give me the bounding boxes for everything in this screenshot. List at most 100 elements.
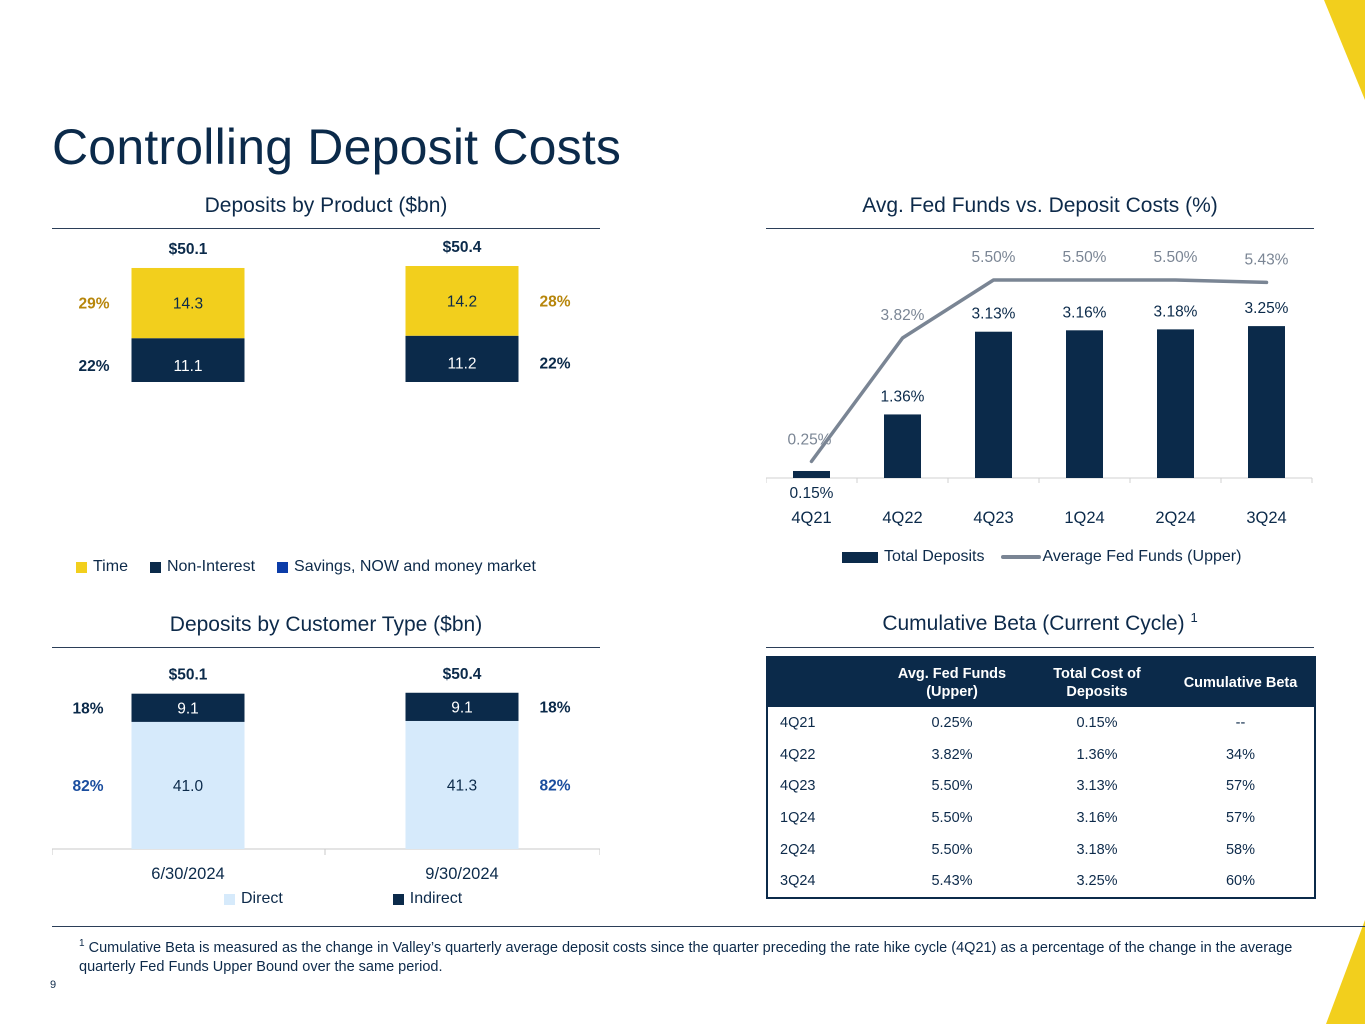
cell-beta: 58% bbox=[1225, 842, 1256, 859]
cell-beta: 34% bbox=[1225, 746, 1256, 763]
beta-title-rule bbox=[766, 647, 1314, 648]
deposit-cost-bar bbox=[1066, 330, 1103, 478]
deposit-cost-label: 3.16% bbox=[1063, 304, 1107, 321]
legend-item-direct: Direct bbox=[224, 890, 283, 908]
deposit-cost-label: 3.13% bbox=[972, 306, 1016, 323]
cell-fed-funds: 5.43% bbox=[931, 873, 973, 890]
x-tick-label: 9/30/2024 bbox=[425, 865, 498, 883]
cell-beta: 60% bbox=[1225, 873, 1256, 890]
deposit-cost-bar bbox=[884, 414, 921, 478]
deposits-by-customer-chart: 41.0 82% 9.1 18% $50.1 6/30/2024 41.3 82% 9.1 18%… bbox=[52, 666, 600, 883]
bar-segment bbox=[405, 720, 519, 849]
cumulative-beta-table: Avg. Fed Funds (Upper) Total Cost of Dep… bbox=[766, 656, 1316, 899]
cell-total-cost: 3.16% bbox=[1076, 810, 1118, 827]
bar-segment bbox=[131, 721, 245, 849]
deposit-cost-bar bbox=[1157, 329, 1194, 478]
bar-pct-label: 18% bbox=[72, 700, 103, 717]
legend-item-indirect: Indirect bbox=[392, 890, 463, 908]
footer-rule bbox=[52, 926, 1365, 927]
indirect-swatch bbox=[392, 893, 404, 905]
cell-quarter: 3Q24 bbox=[780, 873, 816, 890]
page-title: Controlling Deposit Costs bbox=[52, 119, 622, 175]
fed-funds-label: 3.82% bbox=[881, 307, 925, 324]
deposit-cost-label: 0.15% bbox=[790, 485, 834, 502]
header-fed-funds: Avg. Fed Funds (Upper) bbox=[877, 657, 1027, 707]
cell-quarter: 4Q22 bbox=[780, 746, 816, 763]
corner-accent-bottom bbox=[1326, 920, 1365, 1024]
bar-segment bbox=[131, 267, 245, 339]
deposit-cost-bar bbox=[1248, 326, 1285, 478]
bar-pct-label: 22% bbox=[78, 358, 109, 375]
bar-segment-label: 11.1 bbox=[173, 358, 202, 375]
legend-label: Indirect bbox=[409, 890, 463, 907]
x-tick-label: 1Q24 bbox=[1064, 509, 1104, 527]
fed-funds-label: 5.43% bbox=[1245, 251, 1289, 268]
beta-title: Cumulative Beta (Current Cycle) 1 bbox=[766, 610, 1314, 636]
fed-funds-swatch bbox=[1000, 555, 1041, 559]
bar-segment-label: 41.0 bbox=[173, 778, 204, 795]
legend-label: Non-Interest bbox=[166, 558, 256, 575]
bar-pct-label: 18% bbox=[539, 699, 570, 716]
corner-accent-top bbox=[1324, 0, 1365, 100]
bar-pct-label: 29% bbox=[78, 296, 109, 313]
header-total-cost: Total Cost of Deposits bbox=[1027, 657, 1167, 707]
x-tick-label: 4Q21 bbox=[791, 509, 831, 527]
bar-segment bbox=[405, 266, 519, 336]
bar-segment-label: 11.2 bbox=[447, 356, 476, 373]
cell-beta: -- bbox=[1235, 714, 1246, 731]
legend-item-time: Time bbox=[76, 558, 128, 576]
footnote-text: Cumulative Beta is measured as the chang… bbox=[79, 939, 1293, 975]
cell-total-cost: 1.36% bbox=[1076, 746, 1118, 763]
cell-total-cost: 3.18% bbox=[1076, 842, 1118, 859]
table-row: 3Q24 5.43% 3.25% 60% bbox=[767, 866, 1315, 898]
fed-funds-label: 0.25% bbox=[788, 431, 832, 448]
cell-quarter: 2Q24 bbox=[780, 842, 816, 859]
customer-chart-title-rule bbox=[52, 647, 600, 648]
bar-pct-label: 28% bbox=[539, 293, 570, 310]
fed-funds-line bbox=[809, 278, 1269, 464]
legend-label: Direct bbox=[241, 890, 283, 907]
fed-funds-label: 5.50% bbox=[1154, 249, 1198, 266]
legend-item-fed-funds: Average Fed Funds (Upper) bbox=[1000, 548, 1242, 566]
legend-label: Average Fed Funds (Upper) bbox=[1042, 548, 1242, 565]
bar-segment-label: 9.1 bbox=[177, 700, 199, 717]
deposit-cost-bar bbox=[793, 470, 830, 478]
fed-chart-title-rule bbox=[766, 228, 1314, 229]
bar-segment-label: 41.3 bbox=[447, 777, 477, 794]
page-number: 9 bbox=[50, 979, 57, 991]
deposits-by-product-chart: 24.749%11.122%14.329%$50.16/30/202425.15… bbox=[78, 239, 571, 382]
x-tick-label: 4Q23 bbox=[973, 509, 1013, 527]
bar-total-label: $50.1 bbox=[169, 667, 208, 684]
bar-total-label: $50.1 bbox=[169, 241, 208, 258]
time-swatch bbox=[76, 561, 87, 573]
cell-beta: 57% bbox=[1225, 810, 1256, 827]
cell-fed-funds: 0.25% bbox=[931, 714, 973, 731]
bar-segment bbox=[405, 692, 519, 721]
legend-label: Total Deposits bbox=[884, 548, 985, 565]
legend-item-total-deposits: Total Deposits bbox=[842, 548, 985, 566]
customer-legend: Direct Indirect bbox=[224, 890, 484, 908]
beta-title-text: Cumulative Beta (Current Cycle) bbox=[882, 612, 1185, 635]
bar-segment-label: 9.1 bbox=[451, 699, 473, 716]
legend-label: Savings, NOW and money market bbox=[294, 558, 536, 575]
x-tick-label: 6/30/2024 bbox=[151, 865, 224, 883]
bar-total-label: $50.4 bbox=[443, 666, 482, 683]
cell-fed-funds: 3.82% bbox=[931, 746, 973, 763]
table-row: 1Q24 5.50% 3.16% 57% bbox=[767, 802, 1315, 834]
bar-segment-label: 14.2 bbox=[447, 293, 477, 310]
x-tick-label: 3Q24 bbox=[1246, 509, 1286, 527]
bar-total-label: $50.4 bbox=[443, 239, 482, 256]
savings-swatch bbox=[277, 561, 289, 573]
fed-funds-label: 5.50% bbox=[972, 249, 1016, 266]
table-row: 4Q21 0.25% 0.15% -- bbox=[767, 707, 1315, 739]
deposit-cost-label: 3.18% bbox=[1154, 303, 1198, 320]
table-row: 4Q22 3.82% 1.36% 34% bbox=[767, 739, 1315, 771]
deposit-cost-label: 1.36% bbox=[881, 388, 925, 405]
cell-total-cost: 3.13% bbox=[1076, 778, 1118, 795]
header-quarter bbox=[767, 657, 877, 707]
deposit-cost-bar bbox=[975, 331, 1012, 478]
customer-chart-title: Deposits by Customer Type ($bn) bbox=[169, 613, 483, 636]
x-tick-label: 2Q24 bbox=[1155, 509, 1195, 527]
table-row: 4Q23 5.50% 3.13% 57% bbox=[767, 771, 1315, 803]
x-tick-label: 4Q22 bbox=[882, 509, 922, 527]
